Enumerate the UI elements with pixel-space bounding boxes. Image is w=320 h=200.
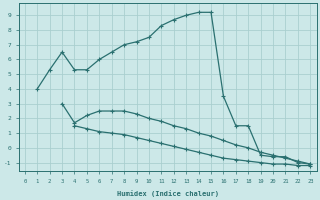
X-axis label: Humidex (Indice chaleur): Humidex (Indice chaleur) <box>116 190 219 197</box>
